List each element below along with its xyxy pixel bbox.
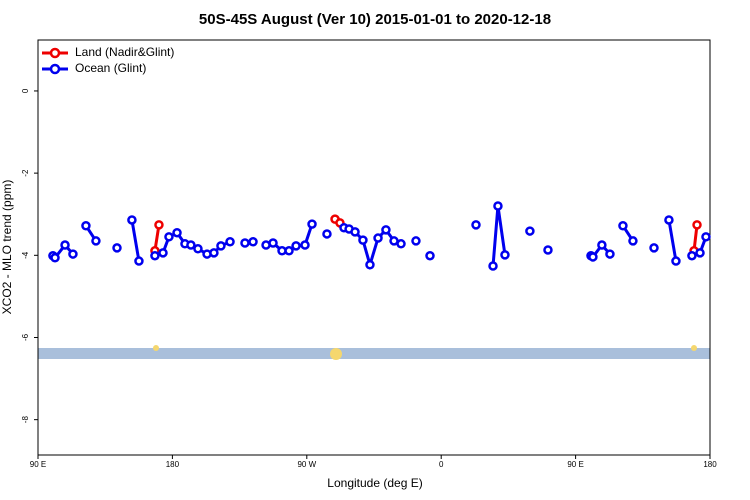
- data-point: [134, 256, 144, 266]
- y-tick-label: -2: [21, 169, 30, 177]
- data-point: [193, 243, 203, 254]
- data-point: [605, 249, 615, 259]
- data-point: [172, 227, 182, 238]
- data-point: [127, 215, 137, 225]
- x-tick-label: 180: [166, 460, 180, 469]
- data-point: [671, 256, 681, 266]
- y-tick-label: 0: [21, 88, 30, 93]
- data-point: [240, 238, 250, 248]
- data-point: [216, 241, 226, 251]
- y-axis-label: XCO2 - MLO trend (ppm): [0, 180, 14, 315]
- data-point: [68, 249, 78, 259]
- data-point: [307, 219, 317, 229]
- data-point: [268, 238, 278, 248]
- chart-title: 50S-45S August (Ver 10) 2015-01-01 to 20…: [199, 11, 551, 28]
- data-point: [225, 236, 235, 247]
- x-tick-label: 90 E: [567, 460, 583, 469]
- data-point: [112, 243, 122, 253]
- data-point: [158, 248, 168, 258]
- data-point: [81, 220, 91, 231]
- data-point: [291, 241, 301, 251]
- x-tick-label: 90 W: [297, 460, 316, 469]
- data-point: [425, 250, 435, 261]
- data-point: [687, 250, 697, 261]
- data-point: [597, 240, 607, 250]
- data-point: [60, 240, 70, 250]
- data-point: [664, 215, 674, 225]
- data-point: [350, 227, 360, 237]
- data-point: [692, 220, 702, 230]
- data-point: [618, 220, 628, 231]
- data-point: [588, 252, 598, 262]
- x-tick-label: 180: [703, 460, 717, 469]
- sun-marker: [691, 345, 697, 351]
- data-point: [525, 226, 535, 236]
- ocean-band: [38, 348, 710, 359]
- data-point: [300, 240, 310, 250]
- data-point: [284, 246, 294, 256]
- x-axis-label: Longitude (deg E): [327, 476, 422, 490]
- x-tick-label: 90 E: [30, 460, 46, 469]
- data-point: [628, 236, 638, 246]
- legend-label: Ocean (Glint): [75, 61, 146, 75]
- sun-marker: [153, 345, 159, 351]
- x-tick-label: 0: [439, 460, 444, 469]
- y-tick-label: -4: [21, 251, 30, 259]
- data-point: [150, 250, 160, 261]
- data-point: [701, 232, 711, 242]
- legend-marker: [49, 47, 61, 59]
- data-point: [488, 261, 498, 271]
- data-point: [500, 250, 510, 260]
- y-tick-label: -6: [21, 333, 30, 341]
- data-point: [186, 240, 196, 250]
- data-point: [471, 220, 481, 230]
- data-point: [154, 220, 164, 230]
- data-point: [164, 232, 174, 242]
- data-point: [248, 236, 258, 247]
- plot-frame: [37, 39, 711, 456]
- legend-marker: [49, 63, 61, 75]
- data-point: [396, 239, 406, 249]
- data-point: [91, 236, 101, 246]
- legend-label: Land (Nadir&Glint): [75, 45, 174, 59]
- data-point: [411, 236, 421, 246]
- data-point: [543, 245, 553, 255]
- data-point: [381, 225, 391, 235]
- data-point: [365, 260, 375, 270]
- y-tick-label: -8: [21, 416, 30, 424]
- series-line: [153, 217, 699, 252]
- data-point: [322, 229, 332, 239]
- data-point: [373, 233, 383, 243]
- data-point: [695, 248, 705, 258]
- data-point: [358, 235, 368, 245]
- sun-marker: [330, 348, 342, 360]
- data-point: [493, 201, 503, 211]
- data-point: [209, 248, 219, 258]
- data-point: [50, 253, 60, 263]
- data-point: [649, 243, 659, 253]
